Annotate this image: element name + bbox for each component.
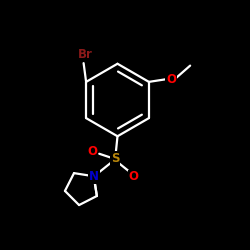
Text: N: N xyxy=(89,170,99,183)
Text: S: S xyxy=(111,152,119,165)
Text: O: O xyxy=(129,170,139,183)
Text: O: O xyxy=(88,145,98,158)
Text: O: O xyxy=(166,73,176,86)
Text: Br: Br xyxy=(78,48,92,61)
